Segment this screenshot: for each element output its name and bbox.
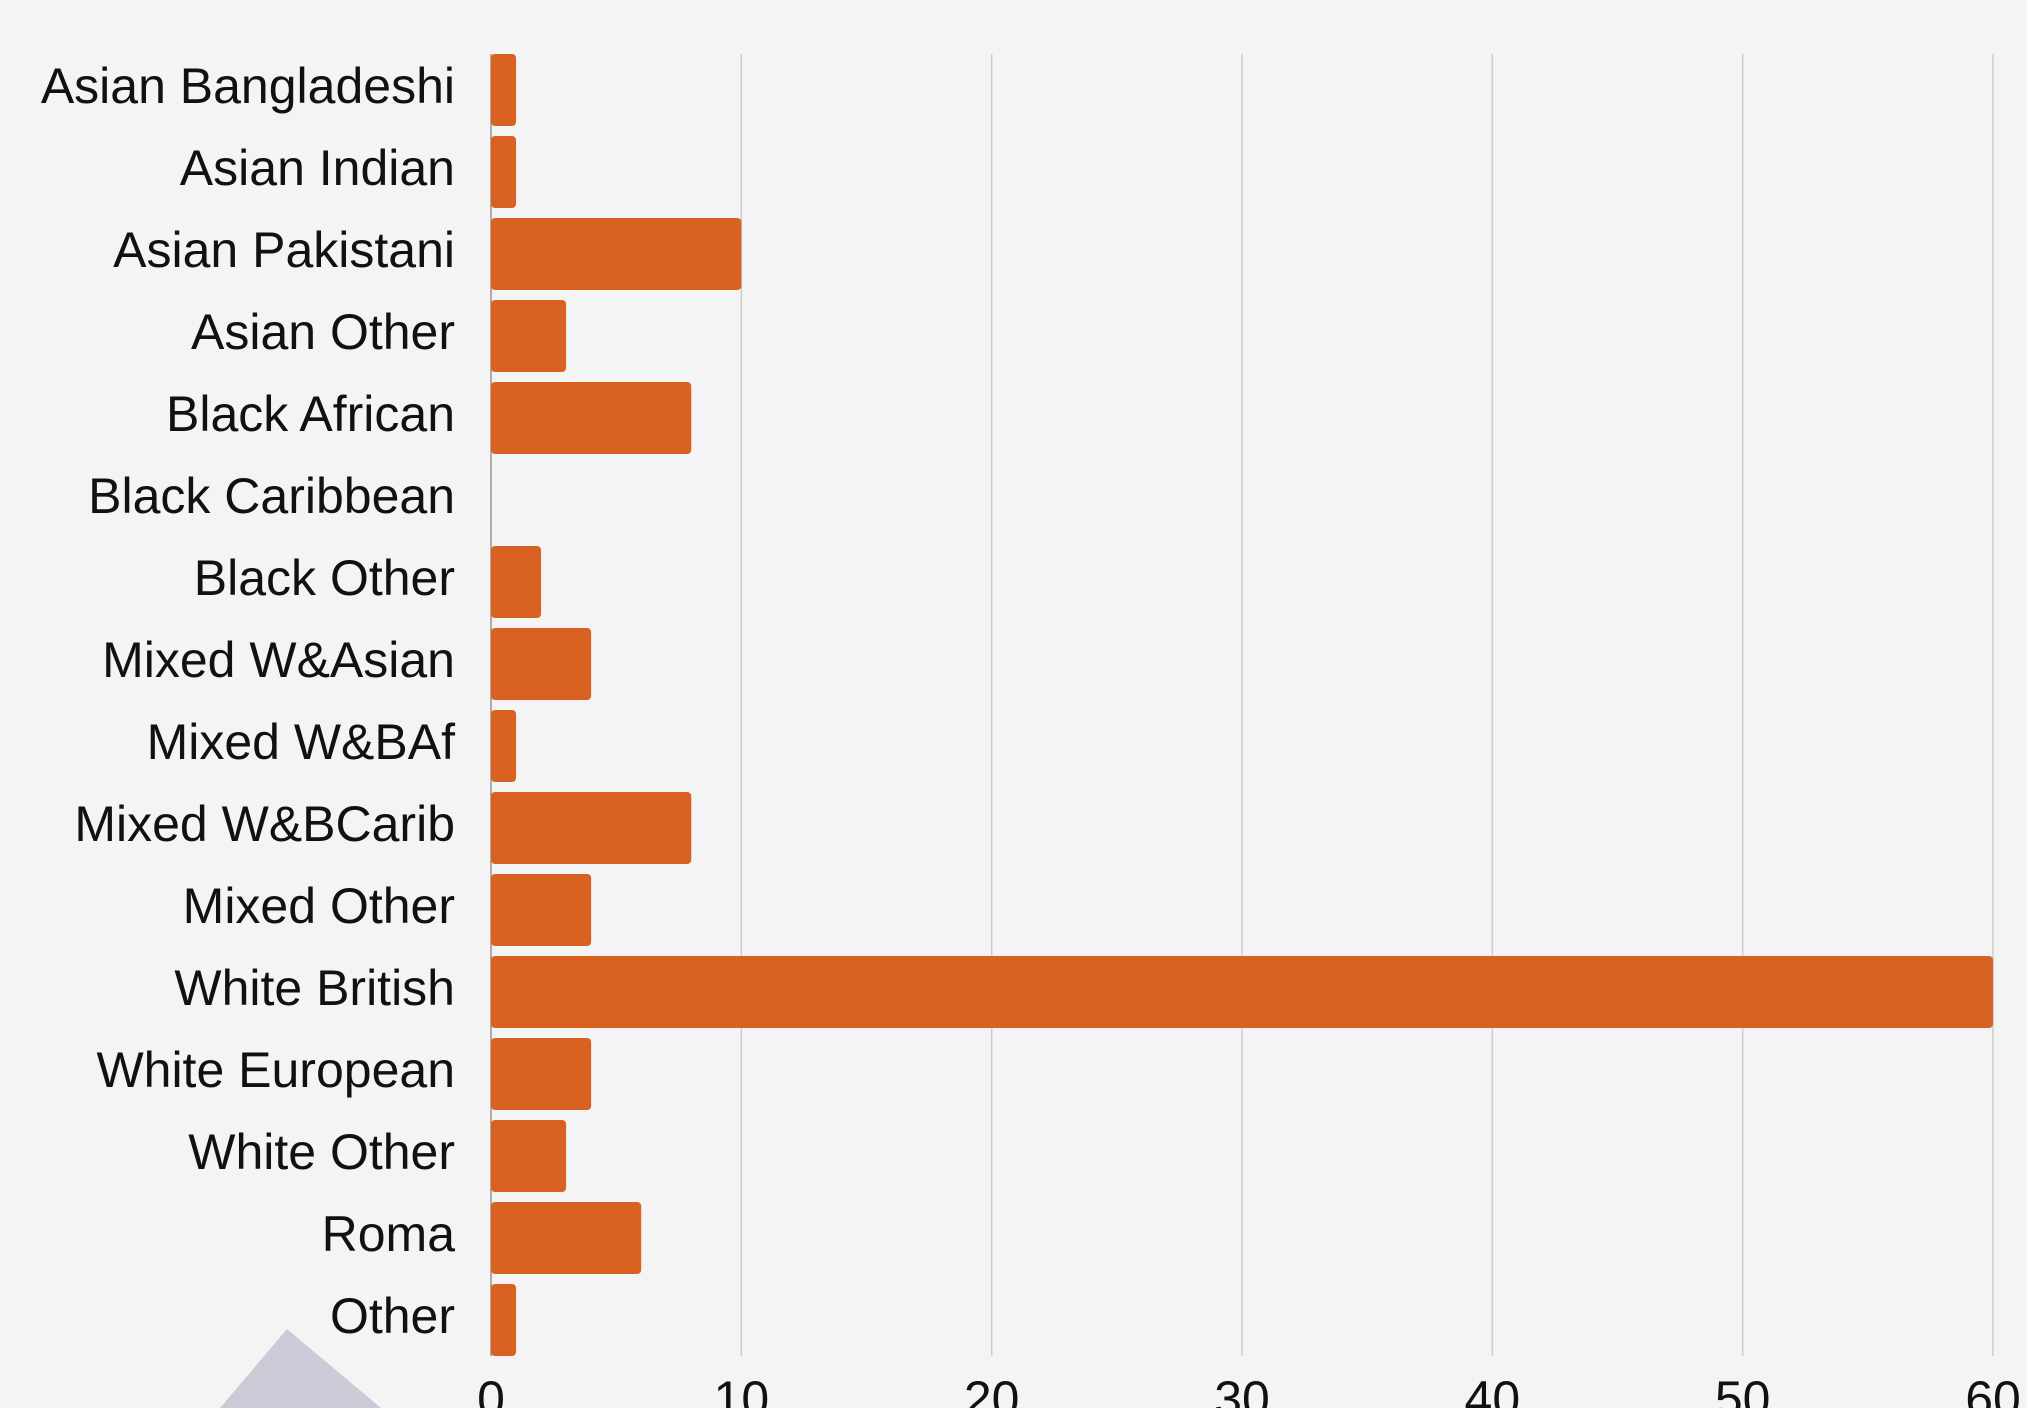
bar (491, 382, 692, 454)
x-tick-label: 20 (964, 1371, 1020, 1408)
bar (491, 628, 592, 700)
bar (491, 710, 517, 782)
bar (491, 218, 742, 290)
bar (491, 1284, 517, 1356)
x-tick-label: 0 (477, 1371, 505, 1408)
x-tick-label: 50 (1715, 1371, 1771, 1408)
y-tick-label: Black African (166, 386, 455, 442)
y-tick-label: Asian Other (191, 304, 455, 360)
y-tick-label: Asian Indian (180, 140, 455, 196)
bar (491, 300, 567, 372)
y-tick-label: Roma (322, 1206, 456, 1262)
bar (491, 546, 542, 618)
decoration (220, 1329, 381, 1408)
y-tick-label: Asian Bangladeshi (41, 58, 455, 114)
y-tick-label: Black Other (194, 550, 455, 606)
y-tick-label: Asian Pakistani (113, 222, 455, 278)
y-tick-label: Other (330, 1288, 455, 1344)
x-tick-label: 60 (1965, 1371, 2021, 1408)
x-tick-label: 10 (714, 1371, 770, 1408)
x-tick-label: 40 (1465, 1371, 1521, 1408)
y-tick-label: White Other (188, 1124, 455, 1180)
bar (491, 1038, 592, 1110)
y-tick-label: Mixed Other (183, 878, 455, 934)
bar (491, 54, 517, 126)
y-tick-label: White British (174, 960, 455, 1016)
y-tick-label: Mixed W&BCarib (74, 796, 455, 852)
bar (491, 792, 692, 864)
y-tick-label: White European (96, 1042, 455, 1098)
bar (491, 956, 1993, 1028)
bar (491, 1202, 642, 1274)
bar (491, 136, 517, 208)
bar (491, 874, 592, 946)
bar (491, 1120, 567, 1192)
y-tick-label: Mixed W&BAf (147, 714, 456, 770)
y-tick-label: Mixed W&Asian (102, 632, 455, 688)
y-tick-label: Black Caribbean (88, 468, 455, 524)
x-tick-label: 30 (1214, 1371, 1270, 1408)
